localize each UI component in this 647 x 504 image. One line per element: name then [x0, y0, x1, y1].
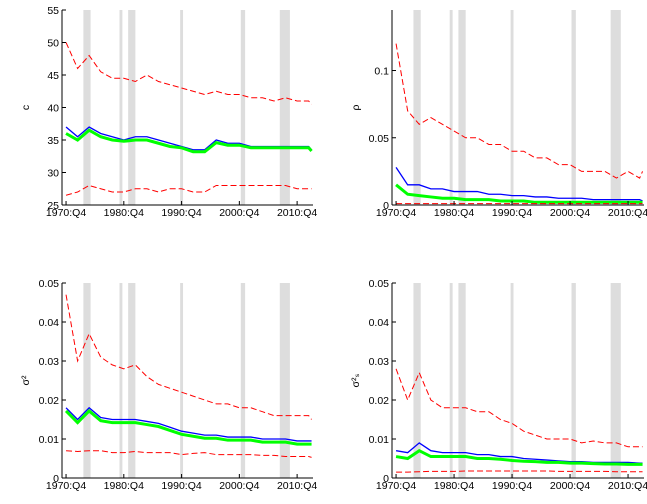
y-axis-label: σ²ₛ — [350, 373, 362, 387]
recession-band — [180, 10, 184, 205]
recession-band — [458, 10, 466, 205]
y-tick-label: 30 — [47, 168, 59, 180]
y-tick-label: 0.04 — [39, 317, 60, 329]
x-tick-label: 1970:Q4 — [376, 207, 416, 219]
x-tick-label: 1990:Q4 — [492, 207, 532, 219]
recession-band — [240, 10, 246, 205]
x-tick-label: 1980:Q4 — [104, 480, 144, 492]
y-tick-label: 0.05 — [39, 278, 60, 290]
series-line — [65, 42, 312, 105]
x-tick-label: 1980:Q4 — [434, 480, 474, 492]
x-tick-label: 1980:Q4 — [104, 207, 144, 219]
x-tick-label: 1990:Q4 — [161, 480, 201, 492]
series-line — [395, 43, 644, 179]
recession-band — [279, 10, 290, 205]
recession-band — [449, 283, 453, 478]
recession-band — [413, 10, 421, 205]
y-tick-label: 35 — [47, 135, 59, 147]
recession-band — [119, 10, 123, 205]
recession-band — [279, 283, 290, 478]
recession-band — [128, 10, 136, 205]
y-tick-label: 25 — [47, 200, 59, 212]
y-tick-label: 55 — [47, 5, 59, 17]
y-tick-label: 0.03 — [369, 356, 390, 368]
x-tick-label: 2010:Q4 — [608, 480, 647, 492]
recession-band — [510, 283, 514, 478]
x-tick-label: 1990:Q4 — [492, 480, 532, 492]
recession-band — [449, 10, 453, 205]
y-tick-label: 0.05 — [369, 133, 390, 145]
recession-band — [83, 283, 91, 478]
subplot: 0 0.05 0.1 1970:Q4 1980:Q4 1990:Q4 2000:Q4 2010… — [350, 10, 647, 219]
recession-band — [119, 283, 123, 478]
y-tick-label: 40 — [47, 103, 59, 115]
recession-band — [413, 283, 421, 478]
subplot: 0 0.01 0.02 0.03 0.04 0.05 1970:Q4 1980:Q4 1990:… — [20, 278, 317, 492]
x-tick-label: 2000:Q4 — [550, 480, 590, 492]
recession-band — [610, 283, 621, 478]
x-tick-label: 2000:Q4 — [550, 207, 590, 219]
subplot: 0 0.01 0.02 0.03 0.04 0.05 1970:Q4 1980:Q4 1990:… — [350, 278, 647, 492]
recession-band — [510, 10, 514, 205]
recession-band — [240, 283, 246, 478]
series-line — [65, 406, 312, 442]
y-tick-label: 0.01 — [39, 434, 60, 446]
y-axis-label: σ² — [20, 375, 32, 385]
x-tick-label: 1970:Q4 — [46, 480, 86, 492]
series-line — [396, 470, 643, 473]
y-tick-label: 0.02 — [39, 395, 60, 407]
y-tick-label: 0.01 — [369, 434, 390, 446]
recession-band — [458, 283, 466, 478]
recession-band — [128, 283, 136, 478]
y-tick-label: 0.1 — [374, 66, 389, 78]
x-tick-label: 1970:Q4 — [46, 207, 86, 219]
recession-band — [571, 283, 576, 478]
x-tick-label: 2010:Q4 — [277, 480, 317, 492]
y-tick-label: 0.03 — [39, 356, 60, 368]
x-tick-label: 2000:Q4 — [219, 207, 259, 219]
series-line — [395, 442, 643, 464]
series-line — [66, 450, 312, 458]
series-line — [65, 294, 312, 420]
y-tick-label: 0 — [383, 473, 389, 485]
y-axis-label: c — [20, 105, 32, 110]
series-line — [395, 166, 643, 202]
x-tick-label: 2010:Q4 — [277, 207, 317, 219]
y-tick-label: 0.04 — [369, 317, 390, 329]
x-tick-label: 1970:Q4 — [376, 480, 416, 492]
series-line — [395, 183, 643, 204]
recession-band — [571, 10, 576, 205]
y-tick-label: 0 — [53, 473, 59, 485]
series-line — [64, 408, 312, 446]
series-line — [65, 184, 312, 196]
y-tick-label: 0.05 — [369, 278, 390, 290]
series-line — [395, 368, 643, 448]
y-axis-label: ρ — [350, 104, 362, 110]
y-tick-label: 0.02 — [369, 395, 390, 407]
x-tick-label: 2010:Q4 — [608, 207, 647, 219]
recession-band — [83, 10, 91, 205]
recession-band — [610, 10, 621, 205]
y-tick-label: 45 — [47, 70, 59, 82]
y-tick-label: 50 — [47, 38, 59, 50]
x-tick-label: 1980:Q4 — [434, 207, 474, 219]
x-tick-label: 2000:Q4 — [219, 480, 259, 492]
series-line — [395, 448, 643, 466]
y-tick-label: 0 — [383, 200, 389, 212]
x-tick-label: 1990:Q4 — [161, 207, 201, 219]
subplot: 25 30 35 40 45 50 55 1970:Q4 1980:Q4 1990:Q4 2000:… — [20, 5, 317, 219]
series-line — [65, 128, 313, 154]
recession-band — [180, 283, 184, 478]
